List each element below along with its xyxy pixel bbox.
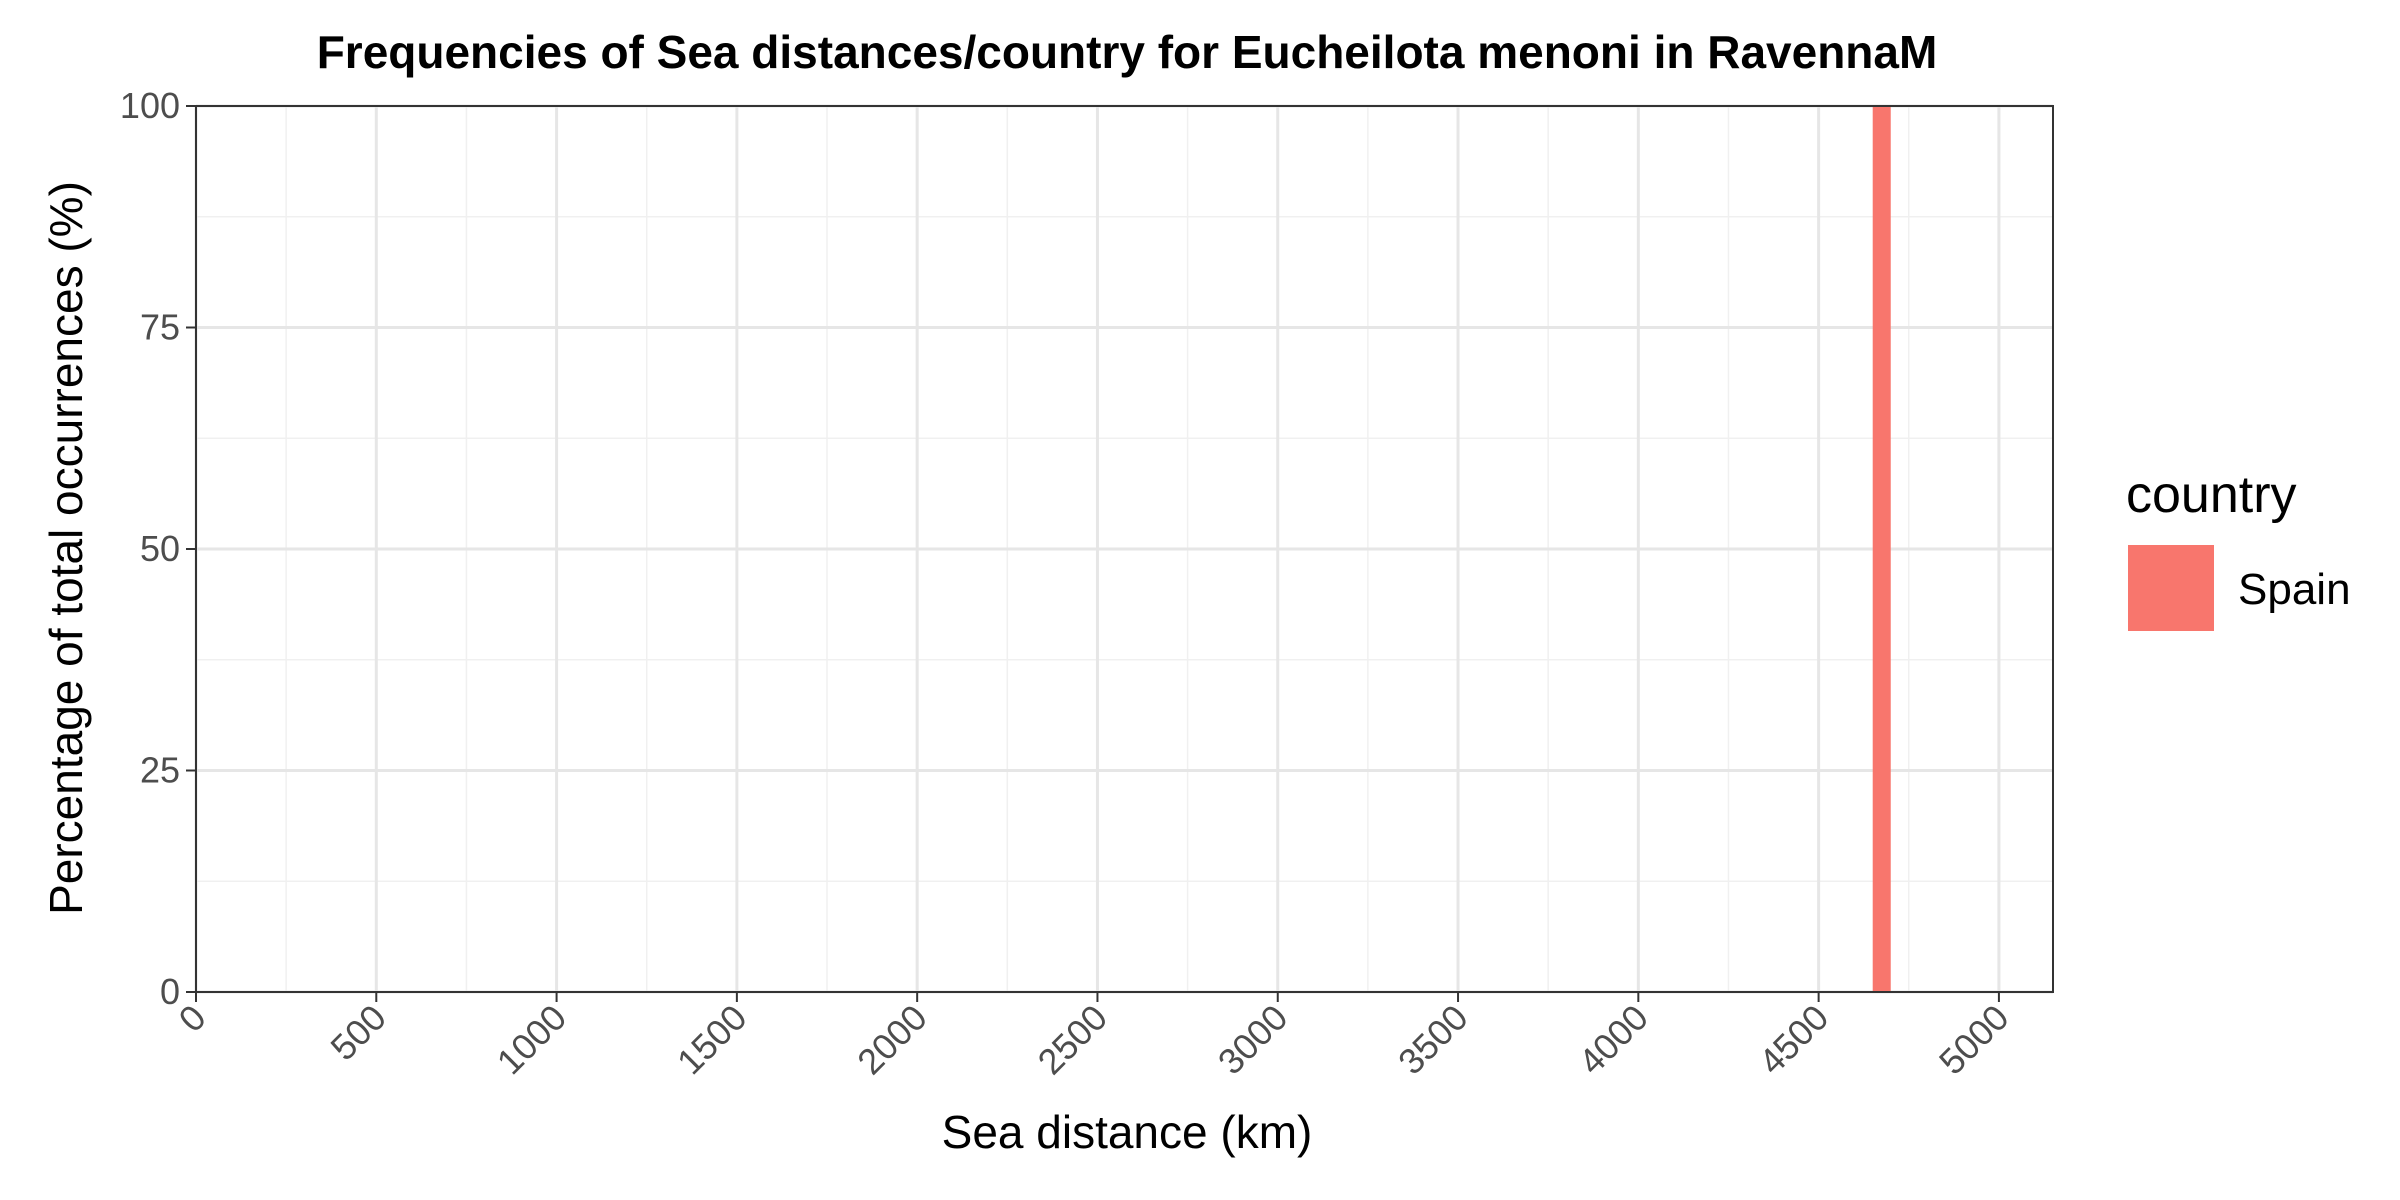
y-tick-label: 25: [140, 750, 180, 791]
x-tick-label: 3500: [1390, 997, 1476, 1083]
x-tick-label: 1500: [669, 997, 755, 1083]
x-tick-label: 0: [171, 997, 214, 1040]
legend-title: country: [2126, 466, 2297, 524]
x-tick-label: 500: [322, 997, 393, 1068]
legend: country Spain: [2126, 466, 2351, 631]
legend-label-spain: Spain: [2238, 565, 2351, 614]
grid: [194, 104, 2053, 994]
y-tick-label: 100: [120, 85, 180, 126]
chart-title: Frequencies of Sea distances/country for…: [317, 26, 1938, 78]
y-axis-title: Percentage of total occurrences (%): [40, 181, 92, 915]
x-tick-label: 2000: [849, 997, 935, 1083]
x-tick-label: 4000: [1570, 997, 1656, 1083]
legend-key-spain: [2128, 545, 2214, 631]
x-tick-label: 1000: [489, 997, 575, 1083]
y-tick-label: 50: [140, 528, 180, 569]
x-tick-label: 2500: [1029, 997, 1115, 1083]
x-tick-label: 4500: [1751, 997, 1837, 1083]
bar-spain: [1872, 106, 1891, 992]
x-tick-label: 5000: [1931, 997, 2017, 1083]
x-axis-title: Sea distance (km): [942, 1106, 1313, 1158]
y-tick-label: 75: [140, 307, 180, 348]
y-tick-label: 0: [160, 971, 180, 1012]
x-tick-label: 3000: [1210, 997, 1296, 1083]
bars: [1872, 106, 1891, 992]
